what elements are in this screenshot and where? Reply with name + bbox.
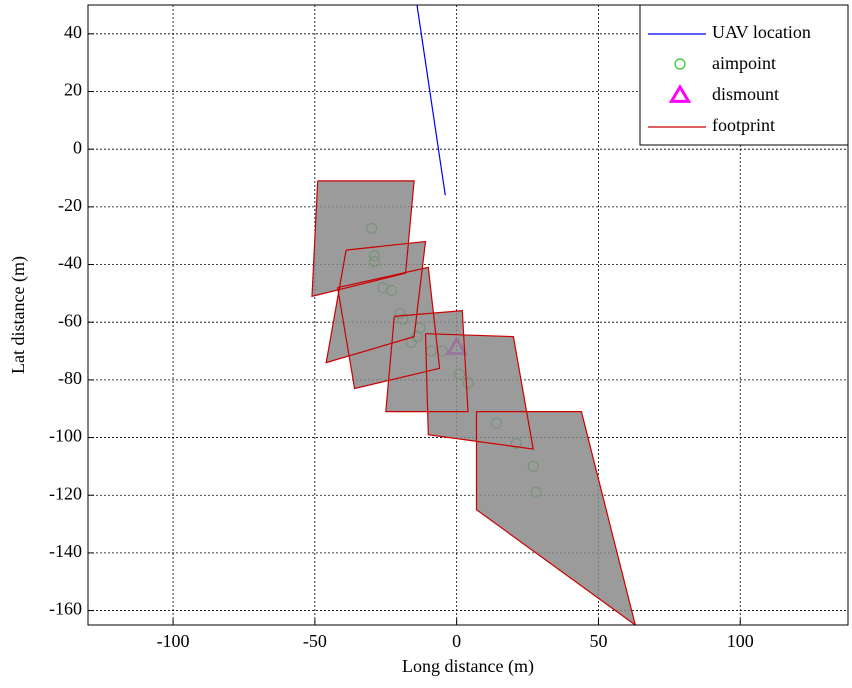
y-tick-label: -100 [49, 426, 82, 446]
y-tick-label: -20 [58, 195, 82, 215]
x-tick-label: -100 [157, 631, 190, 651]
footprint-polygon [311, 180, 636, 625]
x-tick-label: 0 [452, 631, 461, 651]
y-tick-label: -60 [58, 310, 82, 330]
legend-marker [668, 84, 692, 103]
y-tick-label: -140 [49, 541, 82, 561]
y-tick-label: -120 [49, 483, 82, 503]
legend-label: aimpoint [712, 53, 776, 73]
legend: UAV location aimpoint dismount footprint [639, 4, 849, 146]
legend-marker [674, 58, 686, 70]
x-tick-label: 100 [727, 631, 754, 651]
x-tick-label: -50 [303, 631, 327, 651]
plot-area [88, 5, 848, 625]
y-tick-label: -40 [58, 253, 82, 273]
y-tick-label: -80 [58, 368, 82, 388]
line [416, 5, 446, 196]
axes-box [87, 4, 849, 626]
legend-label: footprint [712, 115, 775, 135]
legend-label: UAV location [712, 22, 811, 42]
y-axis-label: Lat distance (m) [8, 256, 29, 374]
x-tick-label: 50 [589, 631, 607, 651]
y-tick-label: 0 [73, 137, 82, 157]
legend-label: dismount [712, 84, 779, 104]
legend-box [639, 4, 849, 146]
x-axis-label: Long distance (m) [402, 656, 534, 677]
y-tick-label: -160 [49, 599, 82, 619]
y-tick-label: 40 [64, 22, 82, 42]
y-tick-label: 20 [64, 80, 82, 100]
